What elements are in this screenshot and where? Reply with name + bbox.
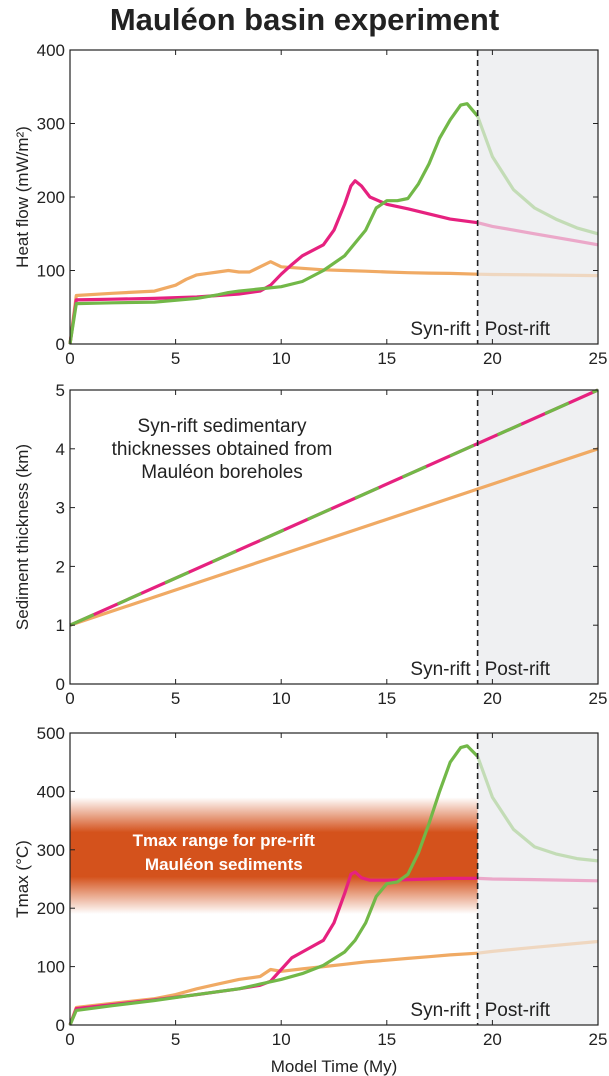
annotation-line: Mauléon boreholes bbox=[141, 462, 303, 483]
x-tick-label: 25 bbox=[589, 689, 608, 708]
band-label-line: Mauléon sediments bbox=[145, 855, 303, 874]
y-tick-label: 3 bbox=[56, 499, 65, 518]
x-tick-label: 15 bbox=[377, 1030, 396, 1049]
x-tick-label: 20 bbox=[483, 349, 502, 368]
series-line-post-magenta bbox=[477, 876, 599, 883]
y-tick-label: 5 bbox=[56, 381, 65, 400]
post-rift-label: Post-rift bbox=[485, 1000, 551, 1021]
panel-3: Tmax range for pre-rift Mauléon sediments… bbox=[13, 724, 607, 1076]
y-tick-label: 1 bbox=[56, 616, 65, 635]
y-tick-label: 200 bbox=[37, 188, 65, 207]
y-tick-label: 400 bbox=[37, 41, 65, 60]
x-tick-label: 10 bbox=[272, 689, 291, 708]
y-tick-label: 400 bbox=[37, 782, 65, 801]
series-line-orange bbox=[69, 447, 599, 627]
x-tick-label: 25 bbox=[589, 349, 608, 368]
x-tick-label: 0 bbox=[65, 1030, 74, 1049]
y-tick-label: 0 bbox=[56, 1016, 65, 1035]
syn-rift-label: Syn-rift bbox=[410, 1000, 471, 1021]
series-line-magenta bbox=[68, 179, 478, 345]
series-line-post-green bbox=[476, 755, 599, 863]
series-line-post-orange bbox=[477, 272, 599, 278]
post-rift-region bbox=[477, 390, 598, 684]
x-tick-label: 10 bbox=[272, 349, 291, 368]
x-tick-label: 15 bbox=[377, 349, 396, 368]
x-tick-label: 20 bbox=[483, 1030, 502, 1049]
y-tick-label: 4 bbox=[56, 440, 65, 459]
series-line-green bbox=[69, 388, 599, 627]
series-line-green bbox=[68, 102, 479, 345]
series-line-post-green bbox=[476, 115, 599, 236]
y-tick-label: 300 bbox=[37, 115, 65, 134]
y-axis-label: Heat flow (mW/m²) bbox=[13, 126, 32, 268]
x-tick-label: 0 bbox=[65, 689, 74, 708]
x-axis-label: Model Time (My) bbox=[271, 1057, 398, 1076]
y-tick-label: 0 bbox=[56, 675, 65, 694]
plot-frame bbox=[69, 389, 599, 685]
x-tick-label: 20 bbox=[483, 689, 502, 708]
syn-rift-label: Syn-rift bbox=[410, 319, 471, 340]
series-line-orange bbox=[68, 260, 478, 345]
y-axis-label: Sediment thickness (km) bbox=[13, 444, 32, 630]
annotation-line: Syn-rift sedimentary bbox=[138, 416, 307, 437]
syn-rift-label: Syn-rift bbox=[410, 659, 471, 680]
post-rift-region bbox=[477, 733, 598, 1025]
x-tick-label: 0 bbox=[65, 349, 74, 368]
x-tick-label: 5 bbox=[171, 1030, 180, 1049]
panel-1: Syn-rift Post-rift 0 5 10 15 20 25 0 100 200 300 400… bbox=[13, 41, 607, 368]
post-rift-region bbox=[477, 50, 598, 344]
post-rift-label: Post-rift bbox=[485, 659, 551, 680]
series-line-green bbox=[68, 744, 479, 1026]
y-tick-label: 0 bbox=[56, 335, 65, 354]
band-label-line: Tmax range for pre-rift bbox=[133, 831, 316, 850]
x-tick-label: 15 bbox=[377, 689, 396, 708]
panel-2: Syn-rift Post-rift Syn-rift sedimentarythi… bbox=[13, 381, 607, 708]
y-tick-label: 500 bbox=[37, 724, 65, 743]
x-tick-label: 10 bbox=[272, 1030, 291, 1049]
plot-frame bbox=[69, 732, 599, 1026]
x-tick-label: 5 bbox=[171, 689, 180, 708]
chart-title: Mauléon basin experiment bbox=[109, 2, 500, 37]
y-tick-label: 200 bbox=[37, 899, 65, 918]
series-line-post-orange bbox=[477, 939, 599, 955]
x-tick-label: 25 bbox=[589, 1030, 608, 1049]
y-axis-label: Tmax (°C) bbox=[13, 840, 32, 918]
y-tick-label: 2 bbox=[56, 557, 65, 576]
post-rift-label: Post-rift bbox=[485, 319, 551, 340]
tmax-range-band bbox=[70, 797, 478, 915]
x-tick-label: 5 bbox=[171, 349, 180, 368]
y-tick-label: 100 bbox=[37, 262, 65, 281]
series-line-post-magenta bbox=[477, 221, 599, 247]
y-tick-label: 100 bbox=[37, 958, 65, 977]
annotation-line: thicknesses obtained from bbox=[112, 439, 333, 460]
y-tick-label: 300 bbox=[37, 841, 65, 860]
